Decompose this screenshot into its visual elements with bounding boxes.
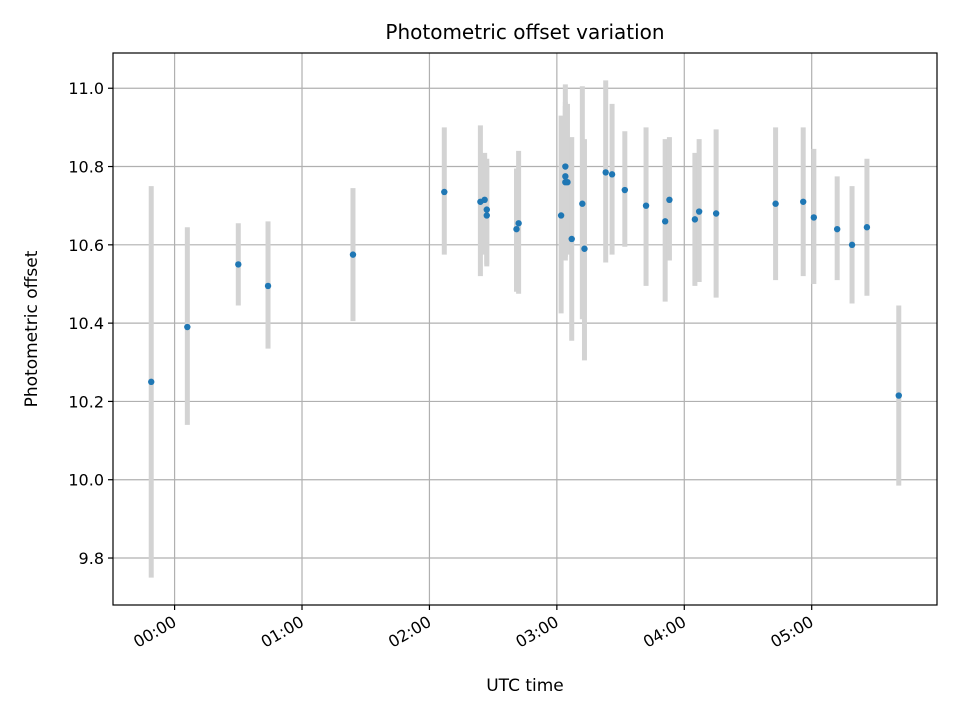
data-point [568, 235, 575, 243]
data-point [666, 196, 673, 204]
data-point [695, 208, 703, 215]
y-tick-label: 9.8 [79, 549, 104, 568]
data-point [602, 169, 609, 176]
y-tick-label: 10.2 [68, 392, 104, 411]
x-axis-title: UTC time [486, 676, 564, 696]
y-tick-label: 10.0 [68, 471, 104, 490]
data-point [621, 186, 629, 194]
y-tick-label: 11.0 [68, 79, 104, 98]
data-point [235, 261, 242, 268]
data-point [264, 282, 272, 290]
data-point [564, 178, 571, 186]
data-point [513, 225, 520, 233]
data-point [608, 171, 616, 178]
data-points [148, 163, 902, 399]
data-point [661, 218, 669, 225]
data-point [184, 323, 191, 331]
data-point [863, 224, 871, 231]
data-point [483, 206, 490, 213]
grid [113, 53, 937, 605]
data-point [557, 212, 565, 219]
data-point [712, 210, 720, 217]
data-point [562, 173, 569, 180]
data-point [349, 251, 357, 258]
y-tick-label: 10.4 [68, 314, 104, 333]
data-point [483, 212, 490, 219]
y-axis-title: Photometric offset [22, 250, 42, 407]
data-point [579, 200, 586, 207]
data-point [810, 214, 818, 221]
data-point [581, 245, 588, 252]
y-axis: 9.8 10.0 10.2 10.4 10.6 10.8 11.0 [68, 79, 113, 568]
data-point [691, 216, 699, 223]
data-point [562, 163, 569, 170]
data-point [772, 200, 779, 207]
data-point [800, 198, 807, 205]
data-point [833, 225, 841, 233]
data-point [441, 188, 448, 196]
plot-frame [112, 52, 938, 606]
data-point [515, 220, 522, 227]
data-point [148, 378, 155, 386]
data-point [642, 202, 650, 209]
data-point [848, 241, 856, 249]
y-tick-label: 10.6 [68, 236, 104, 255]
chart-title: Photometric offset variation [385, 20, 664, 44]
y-tick-label: 10.8 [68, 158, 104, 177]
data-point [481, 196, 488, 204]
data-point [895, 392, 902, 399]
